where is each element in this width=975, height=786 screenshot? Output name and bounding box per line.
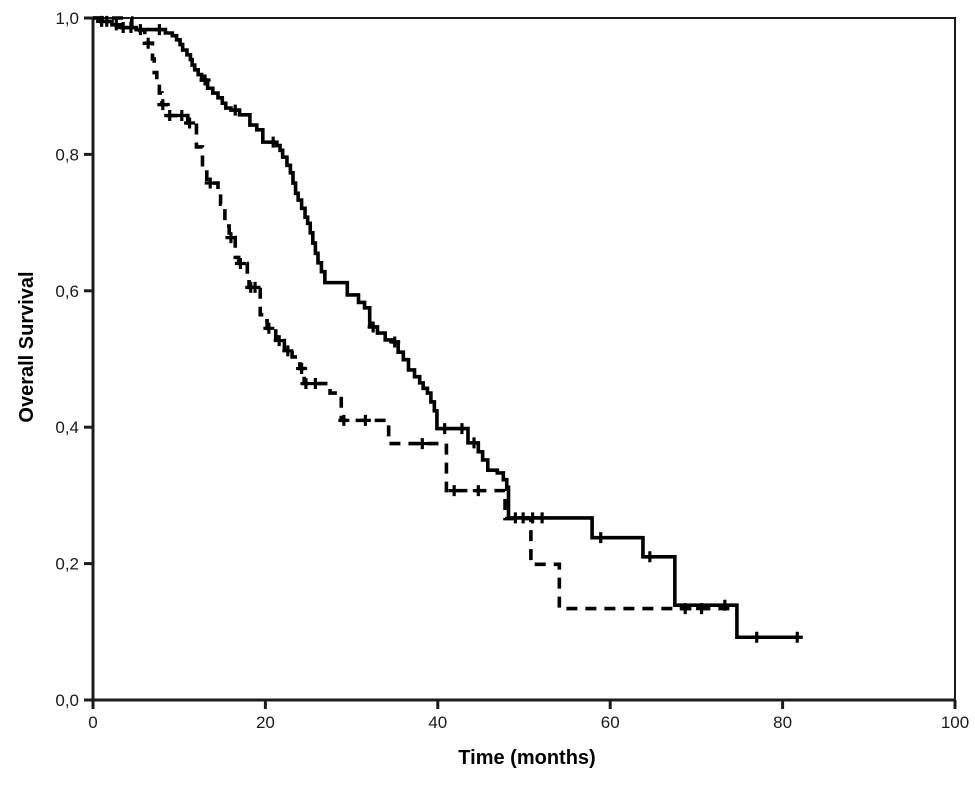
group-2-dashed-censor-mark <box>234 258 246 270</box>
group-2-dashed-censor-mark <box>359 414 371 426</box>
y-tick-label: 0,0 <box>55 691 79 710</box>
y-tick-label: 0,6 <box>55 282 79 301</box>
group-2-dashed-censor-mark <box>263 322 275 334</box>
group-2-dashed-censor-mark <box>309 378 321 390</box>
group-1-solid-censor-mark <box>791 631 803 643</box>
x-axis-title: Time (months) <box>458 747 595 769</box>
group-2-dashed-censor-mark <box>696 603 708 615</box>
group-2-dashed-censor-mark <box>416 438 428 450</box>
group-1-solid-censor-mark <box>229 104 241 116</box>
group-1-solid-censor-mark <box>267 136 279 148</box>
group-2-dashed-censor-mark <box>249 281 261 293</box>
group-1-solid-censor-mark <box>456 423 468 435</box>
group-1-solid-censor-mark <box>536 512 548 524</box>
group-1-solid-censor-mark <box>439 423 451 435</box>
group-1-solid-censor-mark <box>468 437 480 449</box>
plot-area: 0 20 40 60 80 100 0,0 0,2 0,4 0,6 0,8 1,0 <box>55 9 969 732</box>
group-1-solid-censor-mark <box>644 551 656 563</box>
x-tick-label: 80 <box>773 713 792 732</box>
group-2-dashed-censor-mark <box>184 117 196 129</box>
group-2-dashed-censor-mark <box>282 345 294 357</box>
group-2-dashed-censor-mark <box>448 485 460 497</box>
group-1-solid-censor-mark <box>199 74 211 86</box>
group-2-dashed-censor-mark <box>176 110 188 122</box>
group-2-dashed-censor-mark <box>273 335 285 347</box>
group-1-solid-censor-mark <box>367 321 379 333</box>
group-2-dashed-censor-mark <box>300 378 312 390</box>
group-2-dashed-censor-mark <box>142 37 154 49</box>
group-2-dashed-censor-mark <box>296 363 308 375</box>
y-tick-label: 1,0 <box>55 9 79 28</box>
y-axis-title: Overall Survival <box>16 271 38 422</box>
group-1-solid-censor-mark <box>101 15 113 27</box>
group-2-dashed-censor-mark <box>204 177 216 189</box>
group-2-dashed-censor-mark <box>164 110 176 122</box>
group-1-solid-censor-mark <box>751 631 763 643</box>
y-tick-label: 0,2 <box>55 555 79 574</box>
group-2-dashed-censor-mark <box>472 485 484 497</box>
group-2-dashed-censor-mark <box>225 232 237 244</box>
x-tick-label: 60 <box>601 713 620 732</box>
axis-lines <box>91 18 955 702</box>
group-1-solid-curve <box>93 16 798 640</box>
group-1-solid-censor-mark <box>389 336 401 348</box>
x-tick-label: 0 <box>88 713 97 732</box>
group-2-dashed-censor-mark <box>338 414 350 426</box>
group-1-solid-censor-mark <box>595 532 607 544</box>
y-tick-label: 0,4 <box>55 418 79 437</box>
group-1-solid-censor-mark <box>153 24 165 36</box>
x-tick-label: 40 <box>428 713 447 732</box>
plot-frame <box>93 17 956 700</box>
x-tick-label: 20 <box>256 713 275 732</box>
y-tick-label: 0,8 <box>55 145 79 164</box>
group-2-dashed-censor-mark <box>679 603 691 615</box>
group-1-solid-censor-mark <box>110 19 122 31</box>
group-2-dashed-censor-mark <box>157 99 169 111</box>
group-2-dashed-curve <box>93 16 733 611</box>
x-tick-label: 100 <box>941 713 969 732</box>
